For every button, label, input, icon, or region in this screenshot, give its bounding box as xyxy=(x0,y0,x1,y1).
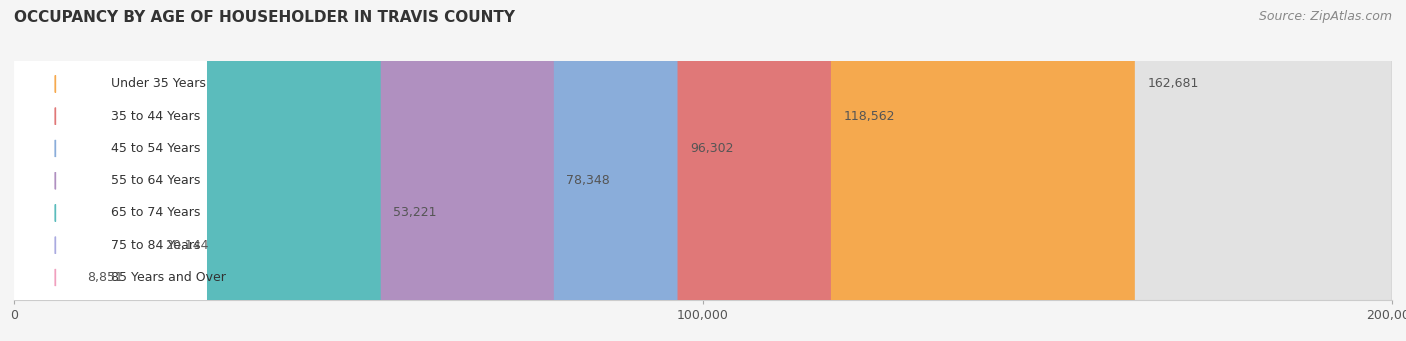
Text: 118,562: 118,562 xyxy=(844,110,894,123)
FancyBboxPatch shape xyxy=(14,0,207,341)
FancyBboxPatch shape xyxy=(14,0,1392,341)
FancyBboxPatch shape xyxy=(14,0,207,341)
FancyBboxPatch shape xyxy=(14,0,207,341)
FancyBboxPatch shape xyxy=(14,0,1392,341)
FancyBboxPatch shape xyxy=(14,0,1392,341)
FancyBboxPatch shape xyxy=(14,0,207,341)
Text: 53,221: 53,221 xyxy=(394,207,437,220)
FancyBboxPatch shape xyxy=(14,0,207,341)
Text: 20,144: 20,144 xyxy=(166,239,208,252)
Text: 85 Years and Over: 85 Years and Over xyxy=(111,271,225,284)
FancyBboxPatch shape xyxy=(14,0,207,341)
Text: OCCUPANCY BY AGE OF HOUSEHOLDER IN TRAVIS COUNTY: OCCUPANCY BY AGE OF HOUSEHOLDER IN TRAVI… xyxy=(14,10,515,25)
Text: 78,348: 78,348 xyxy=(567,174,610,187)
Text: 35 to 44 Years: 35 to 44 Years xyxy=(111,110,200,123)
Text: 162,681: 162,681 xyxy=(1147,77,1198,90)
FancyBboxPatch shape xyxy=(14,0,1392,341)
FancyBboxPatch shape xyxy=(14,0,75,341)
FancyBboxPatch shape xyxy=(14,0,207,341)
FancyBboxPatch shape xyxy=(14,0,831,341)
FancyBboxPatch shape xyxy=(14,0,207,341)
FancyBboxPatch shape xyxy=(14,0,1135,341)
Text: 45 to 54 Years: 45 to 54 Years xyxy=(111,142,200,155)
FancyBboxPatch shape xyxy=(14,0,207,341)
FancyBboxPatch shape xyxy=(14,0,1392,341)
Text: 8,851: 8,851 xyxy=(87,271,124,284)
FancyBboxPatch shape xyxy=(14,0,381,341)
FancyBboxPatch shape xyxy=(14,0,207,341)
Text: 75 to 84 Years: 75 to 84 Years xyxy=(111,239,200,252)
FancyBboxPatch shape xyxy=(14,0,207,341)
FancyBboxPatch shape xyxy=(14,0,207,341)
FancyBboxPatch shape xyxy=(14,0,153,341)
FancyBboxPatch shape xyxy=(14,0,678,341)
FancyBboxPatch shape xyxy=(14,0,554,341)
FancyBboxPatch shape xyxy=(14,0,207,341)
Text: 55 to 64 Years: 55 to 64 Years xyxy=(111,174,200,187)
Text: Source: ZipAtlas.com: Source: ZipAtlas.com xyxy=(1258,10,1392,23)
FancyBboxPatch shape xyxy=(14,0,1392,341)
Text: 96,302: 96,302 xyxy=(690,142,734,155)
FancyBboxPatch shape xyxy=(14,0,1392,341)
Text: Under 35 Years: Under 35 Years xyxy=(111,77,205,90)
FancyBboxPatch shape xyxy=(14,0,207,341)
Text: 65 to 74 Years: 65 to 74 Years xyxy=(111,207,200,220)
